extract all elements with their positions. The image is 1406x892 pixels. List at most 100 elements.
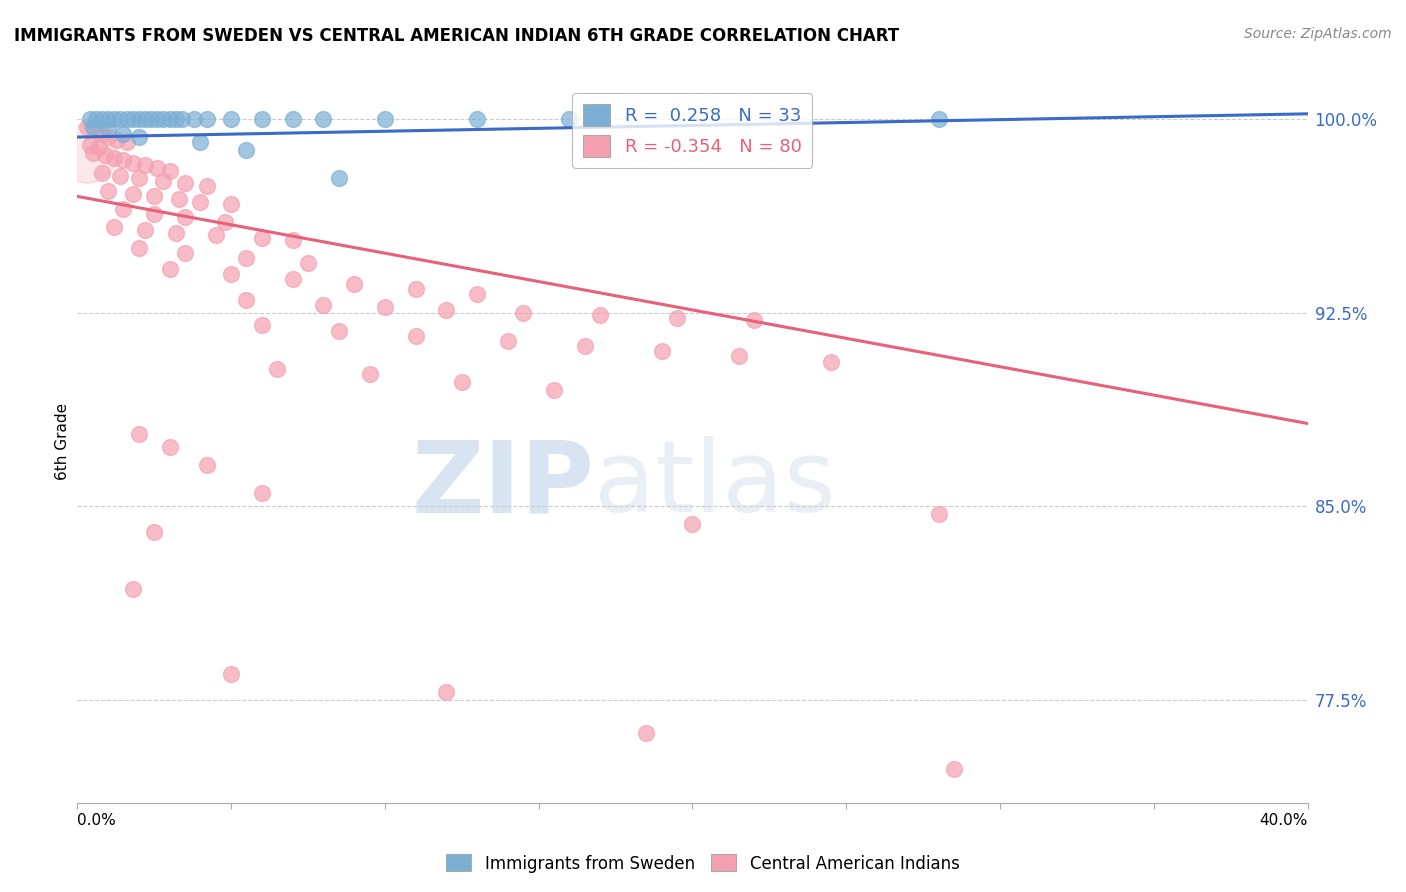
Point — [134, 112, 156, 126]
Point — [105, 133, 128, 147]
Point — [110, 169, 132, 183]
Point — [188, 135, 212, 149]
Text: 0.0%: 0.0% — [77, 814, 117, 828]
Point — [297, 256, 319, 270]
Point — [110, 112, 132, 126]
Point — [112, 153, 135, 168]
Point — [742, 313, 765, 327]
Text: ZIP: ZIP — [411, 436, 595, 533]
Point — [183, 112, 205, 126]
Point — [143, 189, 166, 203]
Point — [666, 310, 689, 325]
Point — [128, 241, 150, 255]
Legend: Immigrants from Sweden, Central American Indians: Immigrants from Sweden, Central American… — [440, 847, 966, 880]
Point — [250, 230, 273, 244]
Point — [219, 267, 242, 281]
Point — [328, 324, 350, 338]
Point — [97, 112, 120, 126]
Point — [235, 293, 257, 307]
Point — [512, 305, 534, 319]
Point — [79, 137, 101, 152]
Point — [143, 524, 166, 539]
Point — [76, 145, 98, 160]
Point — [281, 112, 304, 126]
Point — [328, 171, 350, 186]
Point — [543, 383, 565, 397]
Point — [465, 112, 488, 126]
Point — [219, 197, 242, 211]
Point — [266, 362, 288, 376]
Point — [84, 112, 107, 126]
Point — [121, 156, 143, 170]
Point — [651, 344, 673, 359]
Point — [436, 302, 458, 317]
Point — [727, 350, 749, 364]
Point — [121, 112, 143, 126]
Point — [90, 166, 114, 180]
Point — [128, 426, 150, 441]
Point — [174, 177, 197, 191]
Point — [159, 440, 181, 454]
Point — [97, 122, 120, 136]
Point — [90, 112, 114, 126]
Point — [219, 112, 242, 126]
Point — [174, 246, 197, 260]
Point — [204, 228, 226, 243]
Point — [195, 458, 218, 472]
Point — [235, 252, 257, 266]
Point — [82, 145, 104, 160]
Point — [636, 726, 658, 740]
Text: 40.0%: 40.0% — [1260, 814, 1308, 828]
Point — [87, 140, 110, 154]
Point — [219, 666, 242, 681]
Point — [574, 339, 596, 353]
Point — [97, 130, 120, 145]
Point — [250, 318, 273, 333]
Point — [214, 215, 236, 229]
Point — [928, 507, 950, 521]
Point — [146, 112, 169, 126]
Point — [195, 112, 218, 126]
Point — [374, 301, 396, 315]
Point — [170, 112, 193, 126]
Point — [174, 210, 197, 224]
Point — [405, 282, 427, 296]
Point — [146, 161, 169, 175]
Point — [84, 122, 107, 136]
Point — [465, 287, 488, 301]
Point — [76, 120, 98, 134]
Y-axis label: 6th Grade: 6th Grade — [55, 403, 70, 480]
Point — [496, 334, 519, 348]
Point — [250, 486, 273, 500]
Point — [235, 143, 257, 157]
Point — [103, 220, 125, 235]
Point — [82, 120, 104, 134]
Point — [103, 151, 125, 165]
Text: Source: ZipAtlas.com: Source: ZipAtlas.com — [1244, 27, 1392, 41]
Point — [152, 174, 174, 188]
Point — [152, 112, 174, 126]
Point — [134, 223, 156, 237]
Point — [928, 112, 950, 126]
Point — [165, 226, 187, 240]
Point — [79, 112, 101, 126]
Point — [115, 135, 138, 149]
Point — [90, 128, 114, 142]
Point — [121, 582, 143, 596]
Point — [436, 685, 458, 699]
Point — [312, 298, 335, 312]
Point — [134, 158, 156, 172]
Point — [589, 308, 612, 322]
Point — [558, 112, 581, 126]
Point — [250, 112, 273, 126]
Point — [112, 202, 135, 217]
Point — [143, 207, 166, 221]
Point — [195, 179, 218, 194]
Point — [94, 148, 117, 162]
Point — [121, 186, 143, 201]
Point — [167, 192, 190, 206]
Point — [103, 112, 125, 126]
Point — [165, 112, 187, 126]
Point — [312, 112, 335, 126]
Text: IMMIGRANTS FROM SWEDEN VS CENTRAL AMERICAN INDIAN 6TH GRADE CORRELATION CHART: IMMIGRANTS FROM SWEDEN VS CENTRAL AMERIC… — [14, 27, 900, 45]
